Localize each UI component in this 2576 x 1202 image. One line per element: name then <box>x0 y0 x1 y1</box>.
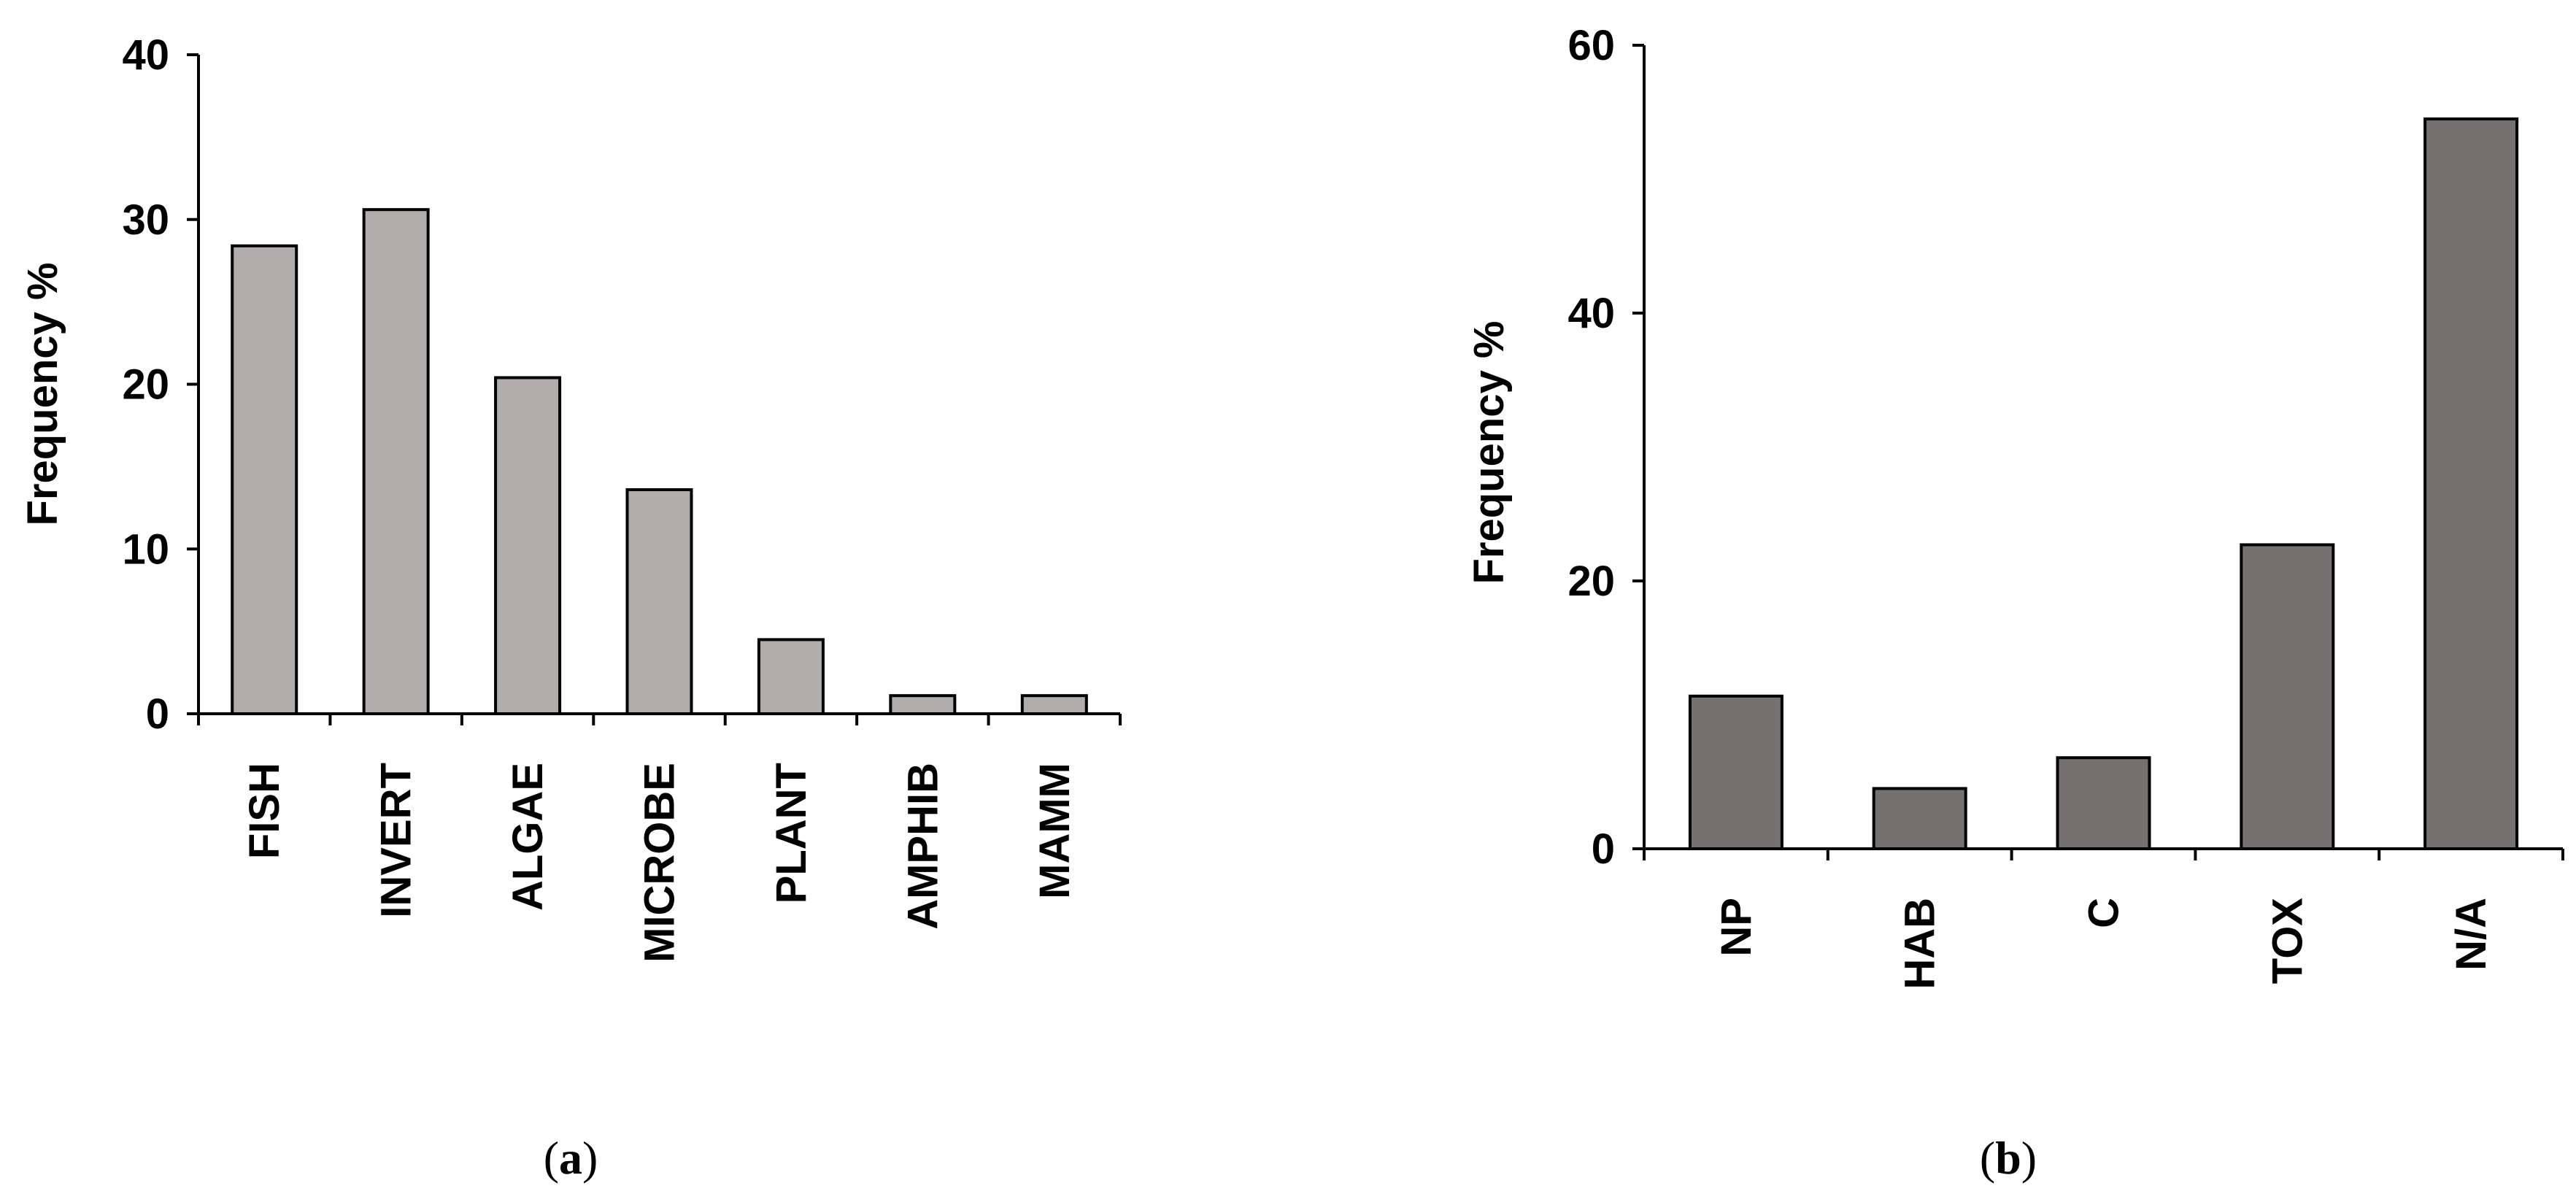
panel-b-category-label: C <box>2081 898 2128 928</box>
panel-a-category-label: AMPHIB <box>899 763 946 930</box>
panel-a-bar-plant <box>757 638 825 715</box>
panel-a-category-label: INVERT <box>373 763 420 918</box>
panel-a-category-label: MICROBE <box>636 763 684 963</box>
panel-a-category-label: FISH <box>241 763 288 859</box>
panel-b-caption-letter: b <box>1995 1132 2021 1184</box>
panel-b-category-label: N/A <box>2448 898 2495 971</box>
panel-a-caption-letter: a <box>559 1132 582 1184</box>
panel-b-category-label: TOX <box>2264 898 2311 984</box>
panel-b-y-tick-label: 0 <box>1592 825 1615 873</box>
panel-a-category-labels: FISH INVERT ALGAE MICROBE PLANT AMPHIB MAMM <box>241 763 1079 963</box>
panel-a-y-axis-title: Frequency % <box>19 263 66 526</box>
panel-a-bar-microbe <box>625 488 693 715</box>
panel-b-bar-n-a <box>2423 117 2519 851</box>
panel-b-y-axis-title: Frequency % <box>1465 321 1513 585</box>
panel-a-bar-invert <box>362 208 430 715</box>
panel-b-bars <box>1688 117 2519 851</box>
panel-b-bar-c <box>2056 756 2151 850</box>
panel-a-bar-mamm <box>1020 694 1088 715</box>
panel-a-bar-algae <box>494 376 562 715</box>
panel-b-chart: 0 20 40 60 NP HAB C TOX N/A Frequency % (b) <box>1465 22 2564 1184</box>
panel-b-y-tick-label: 40 <box>1567 290 1615 337</box>
panel-a-category-label: PLANT <box>768 763 815 904</box>
panel-b-y-tick-label: 20 <box>1567 558 1615 605</box>
panel-a-bar-fish <box>231 244 298 715</box>
panel-a-y-tick-label: 0 <box>146 690 169 738</box>
panel-b-bar-np <box>1688 694 1783 850</box>
panel-a-bar-amphib <box>889 694 957 715</box>
panel-b-category-labels: NP HAB C TOX N/A <box>1713 898 2495 990</box>
panel-a-chart: 0 10 20 30 40 FISH INVERT ALGAE MICROBE PLANT AMP… <box>19 31 1122 1184</box>
panel-a-category-label: MAMM <box>1031 763 1079 899</box>
panel-b-category-label: HAB <box>1897 898 1944 990</box>
panel-b-y-tick-label: 60 <box>1567 22 1615 69</box>
panel-a-caption: (a) <box>544 1132 598 1184</box>
panel-b-category-label: NP <box>1713 898 1760 957</box>
panel-a-bars <box>231 208 1088 715</box>
panel-b-bar-hab <box>1872 787 1967 851</box>
panel-b-axes <box>1643 45 2564 860</box>
panel-b-bar-tox <box>2240 543 2335 851</box>
panel-a-y-tick-label: 40 <box>122 31 169 79</box>
panel-b-y-ticks: 0 20 40 60 <box>1567 22 1644 873</box>
panel-a-y-ticks: 0 10 20 30 40 <box>122 31 198 738</box>
panel-a-y-tick-label: 20 <box>122 361 169 409</box>
panel-a-y-tick-label: 10 <box>122 525 169 573</box>
panel-a-category-label: ALGAE <box>504 763 552 911</box>
panel-a-y-tick-label: 30 <box>122 196 169 244</box>
panel-b-caption: (b) <box>1980 1132 2037 1184</box>
